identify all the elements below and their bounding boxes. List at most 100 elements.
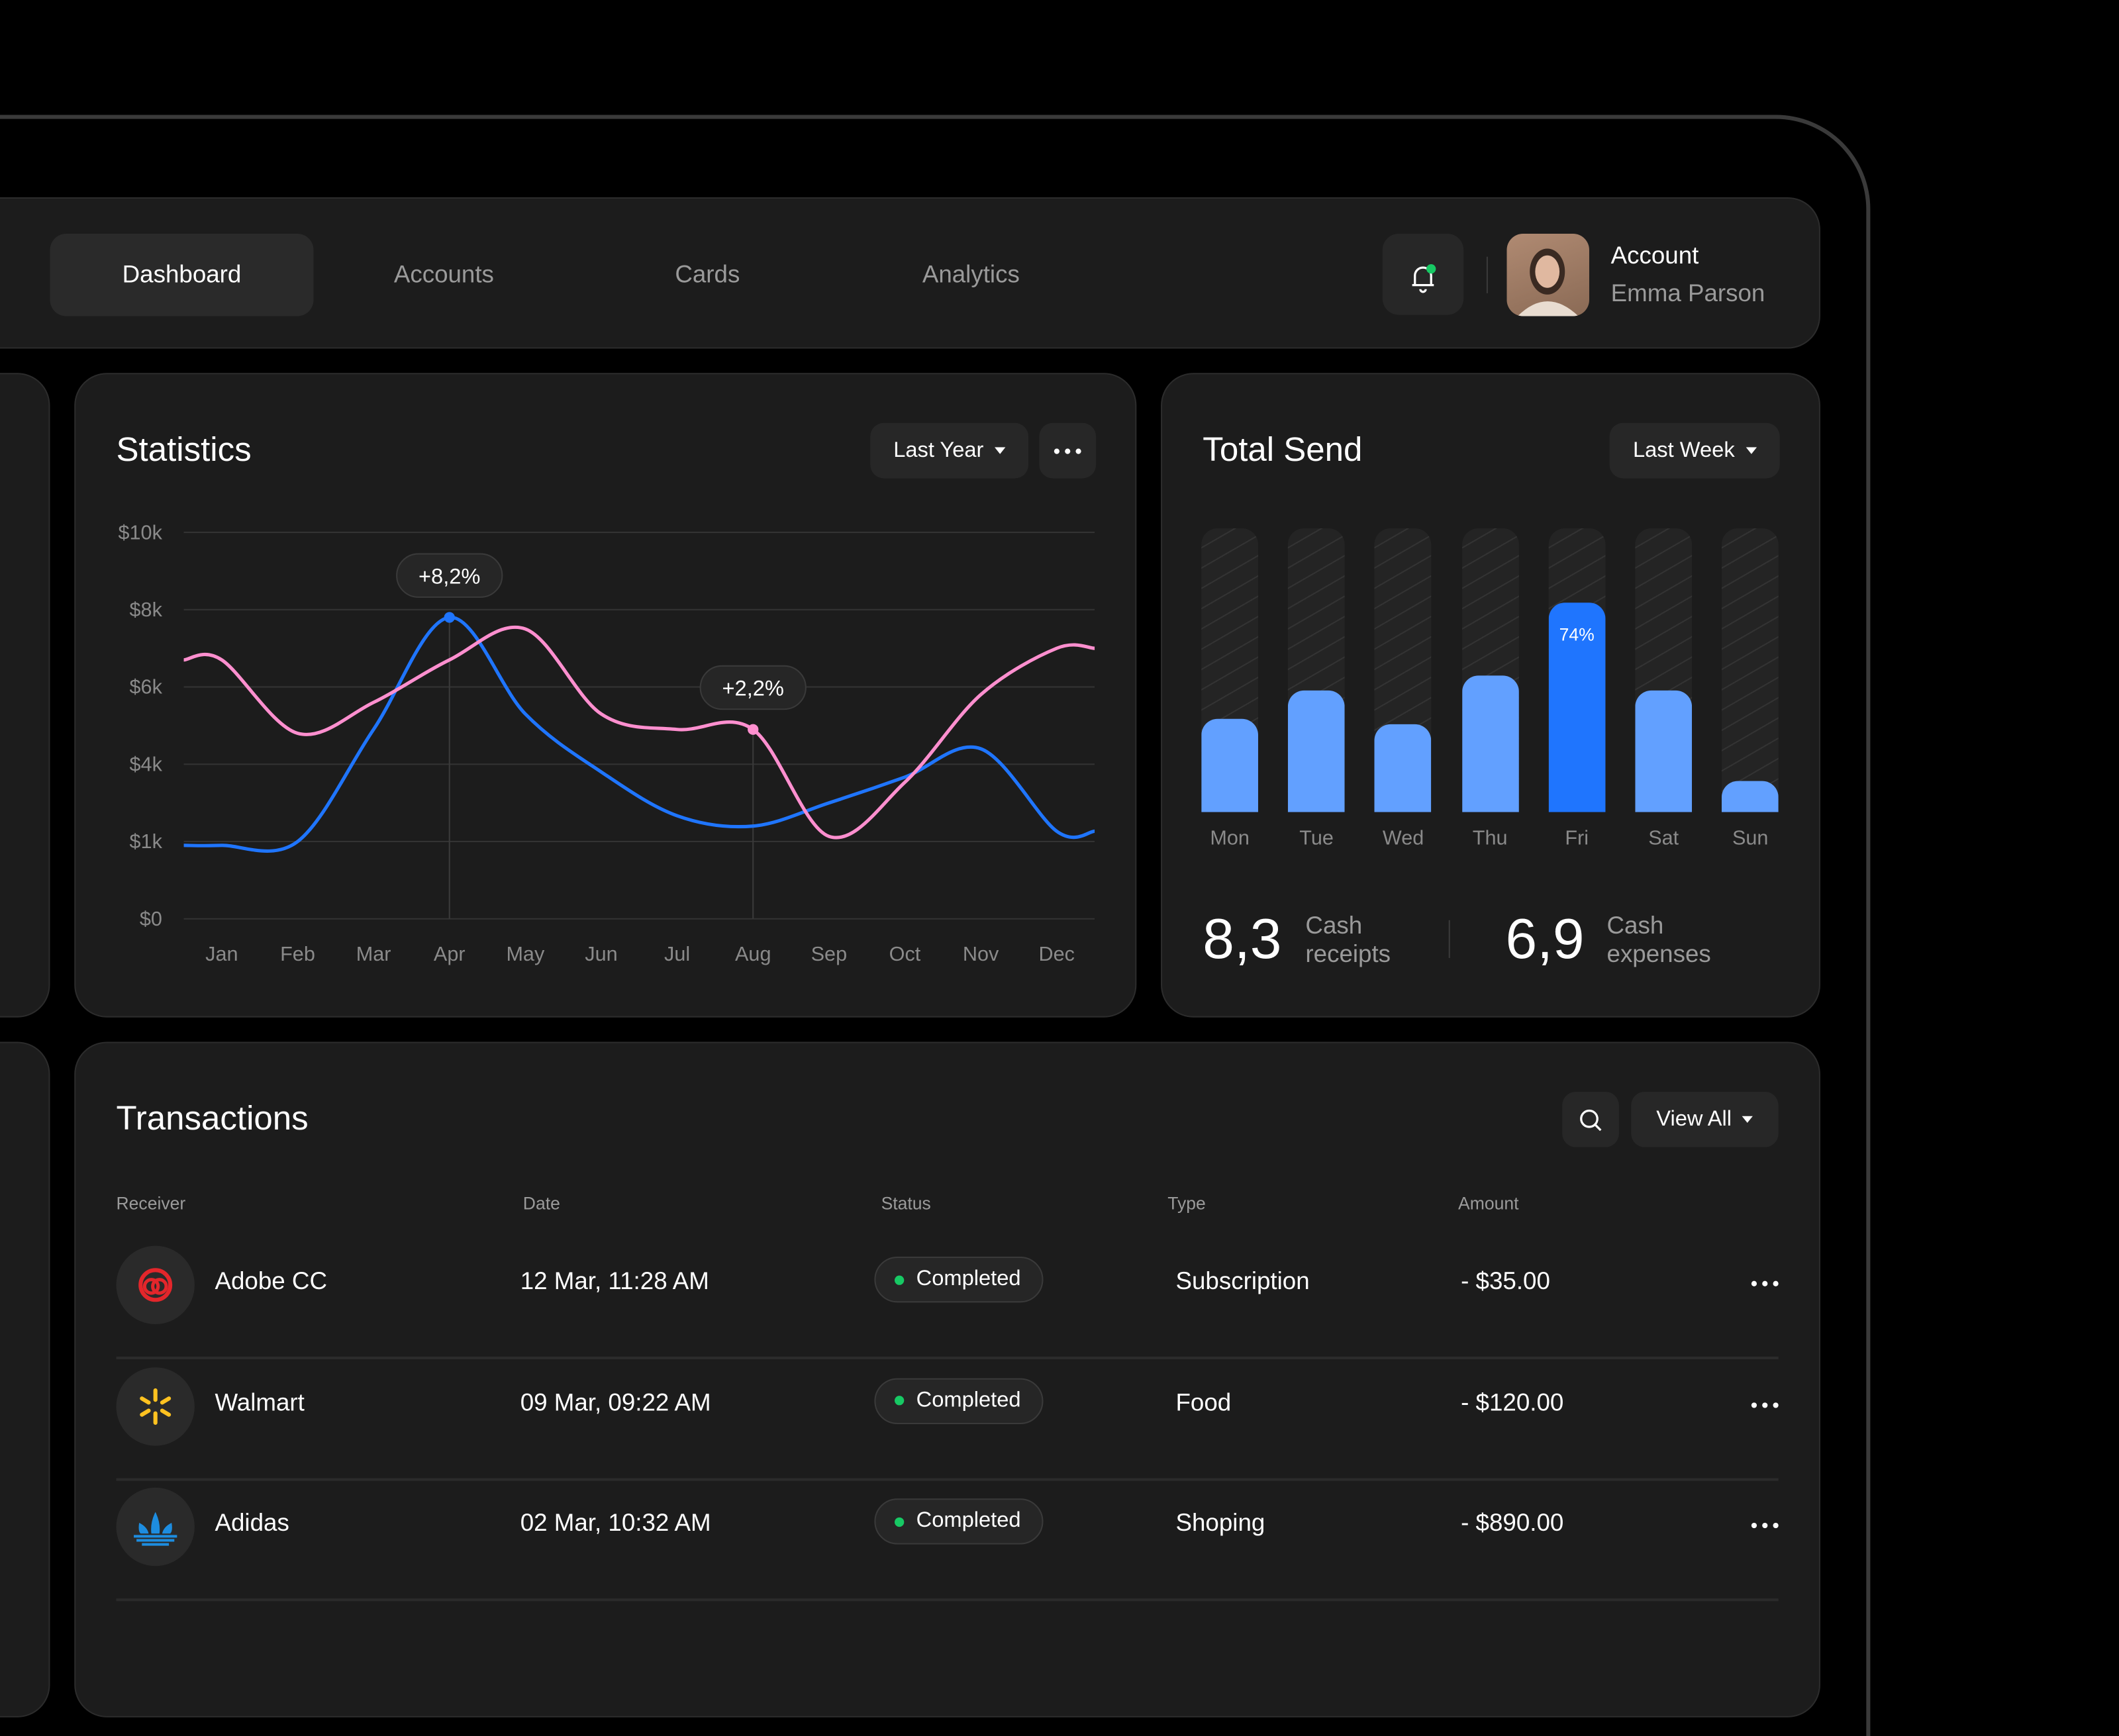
annotation-label: +2,2% [722,676,784,700]
more-icon [1054,448,1081,454]
column-receiver: Receiver [116,1193,186,1214]
statistics-card: Statistics Last Year [74,373,1137,1018]
transaction-type: Subscription [1175,1267,1310,1295]
divider [1448,920,1450,958]
search-button[interactable] [1562,1091,1619,1147]
transaction-amount: - $890.00 [1461,1509,1564,1537]
account-name: Emma Parson [1610,279,1765,307]
cash-expenses-value: 6,9 [1505,906,1585,971]
bar-track [1201,528,1258,812]
x-tick-label: Wed [1382,826,1424,850]
bar-thu[interactable] [1461,675,1519,812]
cash-receipts-label: Cash receipts [1305,912,1391,968]
transaction-amount: - $35.00 [1461,1267,1550,1295]
bar-sat[interactable] [1635,690,1693,812]
transaction-date: 02 Mar, 10:32 AM [520,1509,711,1537]
table-row[interactable]: Adobe CC 12 Mar, 11:28 AM Completed Subs… [116,1237,1779,1360]
bar-track [1461,528,1519,812]
tab-cards[interactable]: Cards [675,260,740,288]
view-all-label: View All [1656,1107,1732,1131]
x-tick-label: May [506,943,545,965]
adobe-cc-icon [116,1245,195,1324]
status-dot-icon [895,1516,905,1527]
x-tick-label: Tue [1299,826,1334,850]
adidas-icon [116,1487,195,1567]
series-line-0 [183,615,1095,853]
table-row[interactable]: Walmart 09 Mar, 09:22 AM Completed Food … [116,1359,1779,1480]
bar-sun[interactable] [1722,781,1779,812]
row-more-button[interactable] [1751,1402,1779,1408]
column-type: Type [1167,1193,1206,1214]
y-tick-label: $4k [130,753,163,775]
y-tick-label: $1k [130,830,163,853]
view-all-dropdown[interactable]: View All [1631,1091,1779,1147]
tab-accounts[interactable]: Accounts [393,260,494,288]
receiver-name: Adidas [215,1509,289,1537]
transaction-amount: - $120.00 [1461,1388,1564,1416]
caret-down-icon [1745,447,1757,454]
y-tick-label: $10k [119,521,163,544]
bar-wed[interactable] [1375,724,1432,812]
period-dropdown[interactable]: Last Year [870,422,1029,479]
receiver-name: Adobe CC [215,1267,328,1295]
x-tick-label: Jan [205,943,238,965]
x-tick-label: Apr [434,943,466,965]
annotation-label: +8,2% [419,563,480,588]
row-more-button[interactable] [1751,1280,1779,1286]
bar-track [1375,528,1432,812]
column-amount: Amount [1458,1193,1519,1214]
column-status: Status [881,1193,931,1214]
cash-receipts-value: 8,3 [1203,906,1282,971]
bar-value-label: 74% [1559,624,1595,644]
transactions-title: Transactions [116,1100,309,1138]
bar-track [1635,528,1693,812]
status-badge: Completed [874,1256,1044,1303]
account-label: Account [1610,242,1699,269]
x-tick-label: Jun [585,943,617,965]
transaction-date: 09 Mar, 09:22 AM [520,1388,711,1416]
series-line-1 [183,625,1095,840]
tab-dashboard[interactable]: Dashboard [50,234,314,316]
x-tick-label: Dec [1039,943,1075,965]
status-badge: Completed [874,1377,1044,1423]
avatar[interactable] [1506,234,1589,316]
x-tick-label: Thu [1472,826,1508,850]
bell-icon [1412,264,1436,293]
x-tick-label: Sun [1732,826,1769,850]
statistics-chart: $10k $8k $6k $4k $1k $0 Jan Feb Mar Apr May Jun Jul A… [119,521,1095,965]
transaction-type: Food [1175,1388,1232,1416]
device-frame [0,115,1871,1736]
x-tick-label: Oct [889,943,921,965]
search-icon [1580,1108,1602,1131]
bar-track [1288,528,1345,812]
annotation-bubble [396,553,503,598]
notifications-button[interactable] [1382,234,1464,315]
bar-track [1722,528,1779,812]
bar-fri[interactable]: 74% [1548,602,1606,812]
x-tick-label: Mar [356,943,391,965]
x-tick-label: Mon [1210,826,1250,850]
table-row[interactable]: Adidas 02 Mar, 10:32 AM Completed Shopin… [116,1480,1779,1602]
week-value: Last Week [1632,438,1735,461]
column-date: Date [522,1193,560,1214]
bar-tue[interactable] [1288,690,1345,812]
total-send-title: Total Send [1203,431,1363,469]
more-button[interactable] [1039,422,1097,479]
top-nav: Dashboard Accounts Cards Analytics Accou… [0,197,1820,349]
caret-down-icon [994,447,1006,454]
status-dot-icon [895,1396,905,1406]
receiver-name: Walmart [215,1388,305,1416]
data-point [444,612,455,623]
x-tick-label: Fri [1565,826,1589,850]
x-tick-label: Sat [1648,826,1679,850]
transaction-type: Shoping [1175,1509,1265,1537]
bar-mon[interactable] [1201,718,1258,812]
cash-expenses-label: Cash expenses [1606,912,1711,968]
walmart-icon [116,1367,195,1445]
x-tick-label: Aug [735,943,771,965]
divider [1486,256,1488,293]
row-more-button[interactable] [1751,1522,1779,1529]
caret-down-icon [1742,1116,1753,1123]
week-dropdown[interactable]: Last Week [1609,422,1780,479]
tab-analytics[interactable]: Analytics [922,260,1020,288]
